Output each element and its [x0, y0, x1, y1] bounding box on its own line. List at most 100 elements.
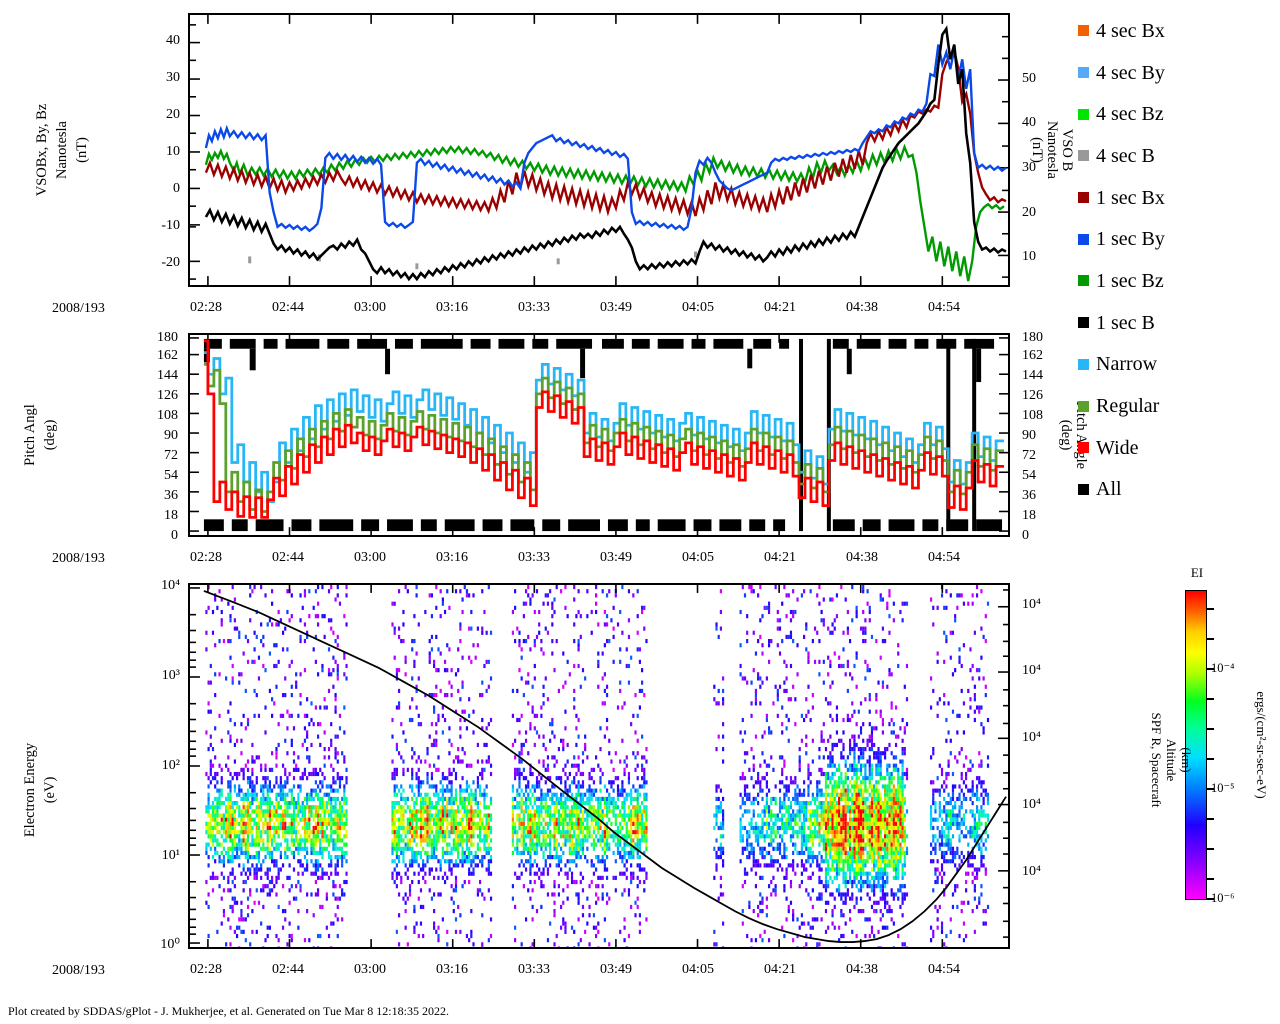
tick-label: 50 [1022, 71, 1036, 86]
panel3-day-label: 2008/193 [52, 963, 105, 978]
colorbar-unit-label: ergs/(cm²-sr-sec-eV) [1254, 691, 1269, 799]
legend-item[interactable]: 1 sec Bz [1078, 260, 1165, 302]
tick-label: 03:33 [518, 550, 550, 565]
tick-label: 04:05 [682, 962, 714, 977]
legend-label: 4 sec B [1096, 144, 1155, 167]
tick-label: 04:21 [764, 300, 796, 315]
pitch-angle-plot [190, 335, 1008, 535]
tick-label: 126 [1022, 388, 1043, 403]
colorbar-tick-label: 10⁻⁴ [1211, 661, 1235, 675]
tick-label: 10² [161, 758, 180, 773]
legend-swatch-icon [1078, 150, 1089, 162]
legend-item[interactable]: 1 sec By [1078, 218, 1165, 260]
tick-label: 03:33 [518, 962, 550, 977]
tick-label: 03:00 [354, 962, 386, 977]
legend-item[interactable]: All [1078, 469, 1165, 511]
panel2-right-ticks [999, 337, 1008, 532]
legend-label: All [1096, 478, 1122, 501]
colorbar-gradient [1185, 590, 1207, 900]
tick-label: 40 [1022, 115, 1036, 130]
tick-label: 108 [157, 408, 178, 423]
legend-item[interactable]: 1 sec Bx [1078, 177, 1165, 219]
panel1-right-ticks [998, 35, 1008, 278]
panel3-x-ticks [207, 585, 944, 947]
tick-label: 20 [166, 107, 180, 122]
legend-label: 1 sec B [1096, 311, 1155, 334]
legend-item[interactable]: 1 sec B [1078, 302, 1165, 344]
tick-label: 03:49 [600, 962, 632, 977]
tick-label: 04:54 [928, 550, 960, 565]
footer-credit: Plot created by SDDAS/gPlot - J. Mukherj… [8, 1004, 449, 1018]
tick-label: 180 [157, 330, 178, 345]
tick-label: 04:21 [764, 550, 796, 565]
panel1-left-ticks [190, 24, 200, 280]
panel2-y2label-line2: (deg) [1058, 419, 1074, 451]
colorbar-title: EI [1190, 565, 1204, 580]
legend-item[interactable]: 4 sec Bx [1078, 10, 1165, 52]
magnetic-field-plot [190, 15, 1008, 285]
panel1-ylabel-line1: VSOBx, By, Bz [34, 103, 50, 197]
tick-label: 18 [164, 508, 178, 523]
tick-label: 54 [164, 468, 178, 483]
tick-label: 0 [171, 528, 178, 543]
legend: 4 sec Bx 4 sec By 4 sec Bz 4 sec B 1 sec… [1078, 10, 1165, 510]
series-1sec-b [204, 25, 1007, 282]
tick-label: 162 [1022, 348, 1043, 363]
legend-swatch-icon [1078, 67, 1089, 79]
tick-label: 0 [1022, 528, 1029, 543]
spectrogram-pixels [205, 585, 990, 947]
legend-label: 1 sec Bx [1096, 186, 1165, 209]
tick-label: 30 [1022, 160, 1036, 175]
panel1-ylabel-line3: (nT) [74, 137, 90, 163]
legend-item[interactable]: Wide [1078, 427, 1165, 469]
tick-label: 03:49 [600, 550, 632, 565]
panel3-right-ticks [998, 589, 1008, 938]
colorbar-group: EI 10⁻⁴ 10⁻⁵ 10⁻⁶ ergs/(cm²-sr-sec-eV) [1185, 565, 1269, 905]
legend-item[interactable]: 4 sec B [1078, 135, 1165, 177]
panel3-left-ticks [190, 587, 200, 944]
legend-item[interactable]: 4 sec By [1078, 52, 1165, 94]
tick-label: 40 [166, 33, 180, 48]
spacecraft-altitude-curve [203, 590, 1007, 943]
tick-label: 180 [1022, 330, 1043, 345]
panel3-ylabel-line1: Electron Energy [22, 742, 38, 838]
series-all [203, 338, 1003, 532]
legend-item[interactable]: Regular [1078, 385, 1165, 427]
legend-label: 4 sec Bx [1096, 19, 1165, 42]
series-1sec-bz [204, 143, 1005, 282]
legend-swatch-icon [1078, 442, 1089, 454]
tick-label: 02:44 [272, 300, 304, 315]
panel2-day-label: 2008/193 [52, 551, 105, 566]
tick-label: 10⁴ [1022, 597, 1041, 612]
tick-label: 02:28 [190, 962, 222, 977]
tick-label: 03:16 [436, 962, 468, 977]
panel1-x-ticks [207, 15, 944, 285]
tick-label: 126 [157, 388, 178, 403]
legend-label: 4 sec By [1096, 61, 1165, 84]
tick-label: 90 [164, 428, 178, 443]
panel2-ylabel-line1: Pitch Angl [22, 404, 38, 466]
tick-label: 03:00 [354, 550, 386, 565]
tick-label: 04:38 [846, 550, 878, 565]
series-1sec-by [204, 44, 1007, 233]
tick-label: 90 [1022, 428, 1036, 443]
legend-item[interactable]: 4 sec Bz [1078, 93, 1165, 135]
tick-label: 03:33 [518, 300, 550, 315]
spacecraft-altitude-label-line3: (km) [1179, 747, 1194, 773]
tick-label: 10⁴ [1022, 730, 1041, 745]
colorbar-tick-label: 10⁻⁶ [1211, 891, 1235, 905]
panel1-y2label-line3: (nT) [1029, 137, 1045, 163]
tick-label: 02:44 [272, 550, 304, 565]
electron-spectrogram-plot [190, 585, 1008, 947]
tick-label: 36 [1022, 488, 1036, 503]
tick-label: 36 [164, 488, 178, 503]
tick-label: -20 [161, 255, 180, 270]
legend-label: Regular [1096, 395, 1160, 418]
tick-label: 30 [166, 70, 180, 85]
panel1-y2label-line1: VSO B [1059, 128, 1075, 172]
pitch-angle-panel [188, 333, 1010, 537]
electron-spectrogram-panel [188, 583, 1010, 949]
tick-label: 04:54 [928, 962, 960, 977]
tick-label: 20 [1022, 205, 1036, 220]
legend-item[interactable]: Narrow [1078, 344, 1165, 386]
